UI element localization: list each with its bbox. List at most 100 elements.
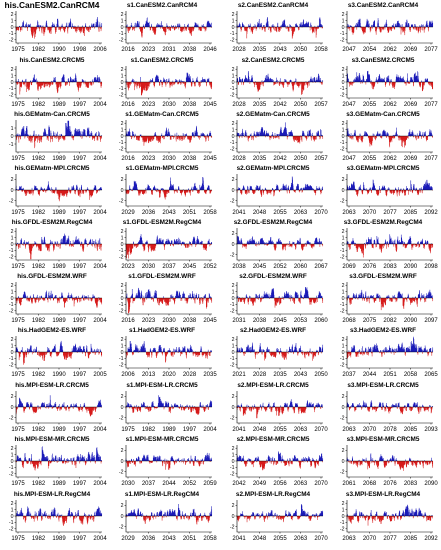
x-tick-label: 2069 <box>404 102 418 108</box>
y-tick-label: -2 <box>9 198 14 204</box>
x-tick-label: 2030 <box>162 102 176 108</box>
x-tick-label: 2041 <box>232 427 246 433</box>
chart-panel: s2.MPI-ESM-MR.CRCM5 2 1 0 -1 -2 2042 2049 2056 20… <box>221 436 328 490</box>
plot-area: 210-1-2 2047 2055 2062 2069 2077 <box>340 66 438 108</box>
y-tick-label: 1 <box>232 18 235 24</box>
x-tick-label: 2085 <box>404 210 418 216</box>
x-tick-label: 2068 <box>342 318 356 324</box>
x-tick-label: 2054 <box>363 47 377 53</box>
chart-panel: s1.MPI-ESM-LR.RegCM4 2 0 -2 2029 2036 2043 2051… <box>110 491 217 545</box>
plot-area: 210-1-2 2016 2023 2031 2038 2046 <box>119 11 217 53</box>
positive-series <box>347 504 433 516</box>
chart-panel: s1.CanESM2.CanRCM4 2 1 0 -1 -2 2016 2023 2031 203… <box>110 2 217 56</box>
x-tick-label: 1982 <box>32 536 46 542</box>
x-tick-label: 1982 <box>32 427 46 433</box>
x-tick-label: 1998 <box>73 47 87 53</box>
x-tick-label: 2048 <box>253 210 267 216</box>
panel-title: s3.GFDL-ESM2M.WRF <box>349 273 417 280</box>
x-tick-label: 2021 <box>232 372 246 378</box>
y-tick-label: 0 <box>121 350 124 356</box>
x-tick-label: 2065 <box>424 372 438 378</box>
y-tick-label: -1 <box>340 520 345 526</box>
plot-area: 210-1-2 1975 1982 1990 1998 2006 <box>9 11 107 53</box>
negative-series <box>236 27 323 39</box>
x-tick-label: 1989 <box>52 156 66 162</box>
x-tick-label: 1989 <box>52 481 66 487</box>
y-tick-label: 2 <box>11 394 14 400</box>
panel-title: his.GFDL-ESM2M.WRF <box>17 273 87 280</box>
x-tick-label: 2097 <box>424 318 438 324</box>
x-tick-label: 2060 <box>294 264 308 270</box>
y-tick-label: -2 <box>119 255 124 261</box>
x-tick-label: 2016 <box>121 102 135 108</box>
y-tick-label: 0 <box>121 134 124 140</box>
x-tick-label: 1989 <box>162 427 176 433</box>
panel-title: s3.MPI-ESM-LR.RegCM4 <box>345 491 421 498</box>
x-tick-label: 2037 <box>162 264 176 270</box>
negative-series <box>125 298 213 314</box>
x-tick-label: 2053 <box>294 318 308 324</box>
y-tick-label: -1 <box>9 356 14 362</box>
x-tick-label: 2004 <box>93 536 107 542</box>
axis-frame <box>236 391 323 424</box>
chart-panel: s1.GEMatm-MPI.CRCM5 2 0 -2 2029 2036 2043 2051 2… <box>110 165 217 219</box>
positive-series <box>236 17 324 27</box>
chart-panel: s1.GEMatm-Can.CRCM5 2 1 0 -1 -2 2016 2023 2030 20… <box>110 111 217 165</box>
x-tick-label: 2059 <box>203 481 217 487</box>
positive-series <box>15 446 102 461</box>
x-tick-label: 2030 <box>162 156 176 162</box>
x-tick-label: 2077 <box>424 156 438 162</box>
x-tick-label: 2090 <box>404 264 418 270</box>
x-tick-label: 2004 <box>203 427 217 433</box>
panel-title: s2.GFDL-ESM2M.RegCM4 <box>233 219 313 226</box>
x-tick-label: 1982 <box>32 156 46 162</box>
chart-panel: s3.MPI-ESM-LR.RegCM4 2 1 0 -1 -2 2063 2070 2077 2… <box>331 491 438 545</box>
y-tick-label: 1 <box>121 343 124 349</box>
positive-series <box>236 342 324 352</box>
x-tick-label: 2036 <box>142 210 156 216</box>
x-tick-label: 2046 <box>203 47 217 53</box>
axis-frame <box>346 174 433 207</box>
plot-area: 210-1-2 1975 1982 1989 1997 2004 <box>9 66 107 108</box>
y-tick-label: 1 <box>342 343 345 349</box>
y-tick-label: -2 <box>9 255 14 261</box>
axis-frame <box>15 228 102 261</box>
negative-series <box>16 136 102 149</box>
x-tick-label: 1975 <box>11 264 25 270</box>
x-tick-label: 1989 <box>52 210 66 216</box>
chart-panel: s2.MPI-ESM-LR.RegCM4 2 0 -2 2041 2048 2055 2063… <box>221 491 328 545</box>
axis-frame <box>236 228 323 261</box>
x-tick-label: 1997 <box>73 156 87 162</box>
y-tick-label: -1 <box>119 31 124 37</box>
y-tick-label: -2 <box>119 363 124 369</box>
x-tick-label: 2042 <box>232 481 246 487</box>
negative-series <box>16 82 103 95</box>
x-tick-label: 2004 <box>93 156 107 162</box>
y-tick-label: 0 <box>342 350 345 356</box>
x-tick-label: 2077 <box>383 536 397 542</box>
x-tick-label: 2063 <box>294 427 308 433</box>
chart-panel: s1.HadGEM2-ES.WRF 2 1 0 -1 -2 2006 2013 2020 2028… <box>110 327 217 381</box>
panel-title: s2.GEMatm-Can.CRCM5 <box>236 111 310 118</box>
axis-frame <box>125 66 212 99</box>
positive-series <box>239 504 324 516</box>
positive-series <box>133 234 213 244</box>
x-tick-label: 1975 <box>11 318 25 324</box>
negative-series <box>241 461 323 471</box>
y-tick-label: -2 <box>9 38 14 44</box>
x-tick-label: 2092 <box>424 210 438 216</box>
y-tick-label: -2 <box>119 415 124 421</box>
y-tick-label: 2 <box>342 121 345 127</box>
x-tick-label: 2051 <box>183 536 197 542</box>
y-tick-label: -2 <box>340 198 345 204</box>
x-tick-label: 2077 <box>424 102 438 108</box>
chart-panel: s3.HadGEM2-ES.WRF 2 1 0 -1 -2 2037 2044 2051 2058… <box>331 327 438 381</box>
x-tick-label: 2047 <box>342 156 356 162</box>
x-tick-label: 2020 <box>162 372 176 378</box>
x-tick-label: 2023 <box>142 318 156 324</box>
plot-area: 210-1-2 2016 2023 2030 2038 2045 <box>119 282 217 324</box>
x-tick-label: 2063 <box>294 481 308 487</box>
y-tick-label: 2 <box>121 67 124 73</box>
y-tick-label: 2 <box>11 229 14 235</box>
y-tick-label: -1 <box>119 248 124 254</box>
